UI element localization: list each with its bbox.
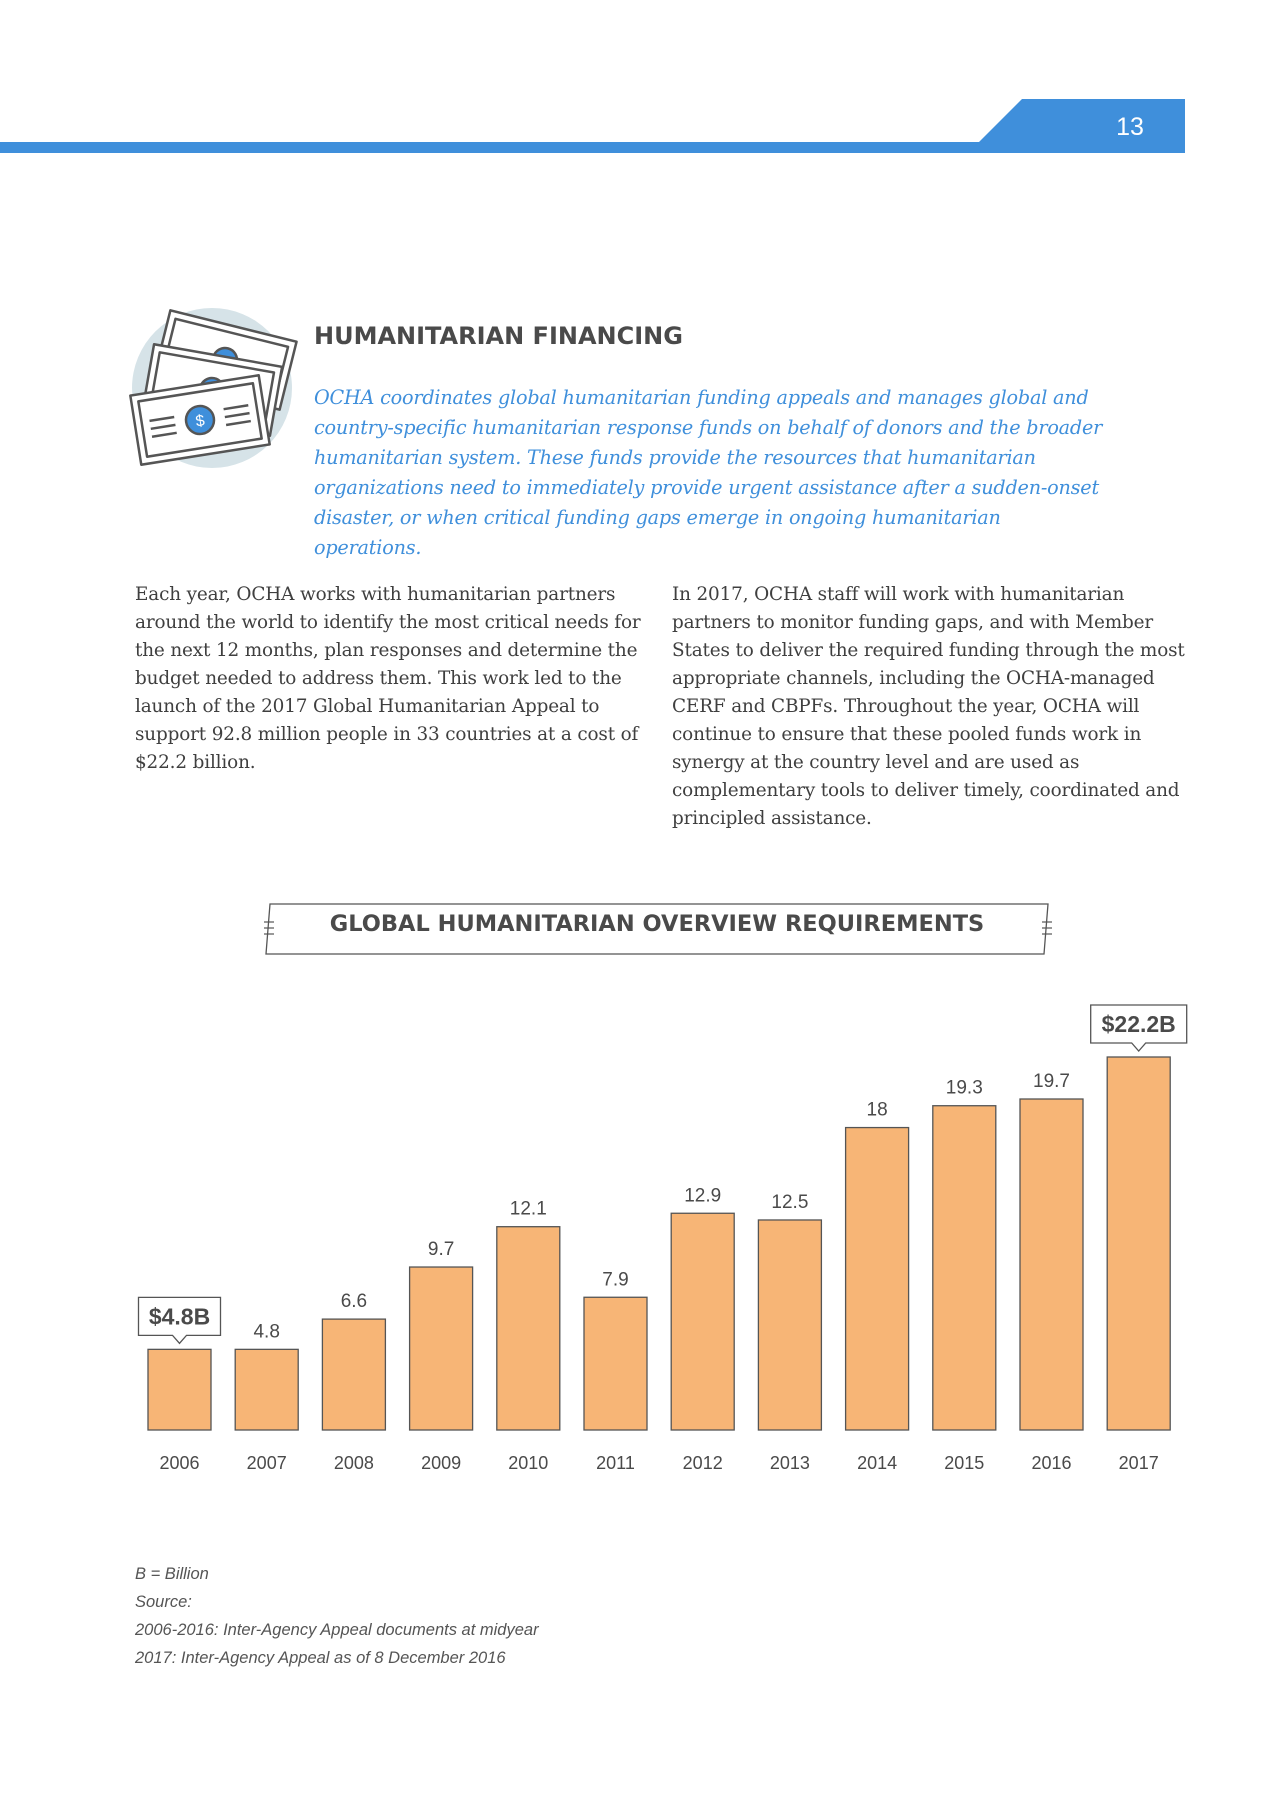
bar-value-label-2011: 7.9: [602, 1269, 628, 1290]
bar-2012: [670, 1212, 735, 1431]
bar-value-label-2015: 19.3: [946, 1078, 983, 1099]
x-tick-label-2008: 2008: [334, 1453, 374, 1473]
x-tick-label-2017: 2017: [1119, 1453, 1159, 1473]
body-column-right: In 2017, OCHA staff will work with human…: [672, 584, 1185, 829]
bar-2015: [932, 1105, 997, 1431]
header-rule: [0, 142, 1185, 153]
bar-value-label-2010: 12.1: [510, 1199, 547, 1220]
bar-2009: [408, 1266, 474, 1431]
bar-value-label-2008: 6.6: [341, 1291, 367, 1312]
x-tick-label-2015: 2015: [944, 1453, 984, 1473]
x-tick-label-2016: 2016: [1031, 1453, 1071, 1473]
note-source: Source:: [135, 1593, 192, 1611]
x-tick-label-2011: 2011: [596, 1453, 635, 1473]
bar-2011: [583, 1296, 648, 1431]
callout-2017: $22.2B: [1090, 1004, 1188, 1052]
bar-2010: [496, 1226, 561, 1431]
note-billion: B = Billion: [135, 1565, 209, 1583]
section-intro: OCHA coordinates global humanitarian fun…: [314, 386, 1103, 559]
x-tick-label-2007: 2007: [247, 1453, 287, 1473]
x-tick-label-2010: 2010: [508, 1453, 548, 1473]
bar-value-label-2016: 19.7: [1033, 1071, 1070, 1092]
bar-2017: [1106, 1056, 1171, 1431]
chart-notes: B = Billion Source: 2006-2016: Inter-Age…: [135, 1560, 835, 1672]
x-tick-label-2012: 2012: [683, 1453, 723, 1473]
bar-value-label-2009: 9.7: [428, 1239, 454, 1260]
body-column-left: Each year, OCHA works with humanitarian …: [135, 584, 641, 773]
bar-value-label-2012: 12.9: [684, 1185, 721, 1206]
bar-2013: [757, 1219, 823, 1431]
bar-2008: [321, 1318, 387, 1431]
bar-value-label-2013: 12.5: [771, 1192, 808, 1213]
money-bills-icon: $: [129, 308, 298, 468]
x-tick-label-2009: 2009: [421, 1453, 461, 1473]
bar-2006: [147, 1348, 212, 1431]
bar-2016: [1019, 1098, 1084, 1431]
svg-text:$: $: [195, 412, 207, 430]
note-source-2017: 2017: Inter-Agency Appeal as of 8 Decemb…: [135, 1649, 506, 1667]
x-tick-label-2014: 2014: [857, 1453, 897, 1473]
note-source-2006-2016: 2006-2016: Inter-Agency Appeal documents…: [135, 1621, 539, 1639]
bar-value-label-2007: 4.8: [253, 1321, 279, 1342]
chart-title-frame: [264, 903, 1052, 955]
x-tick-label-2006: 2006: [159, 1453, 199, 1473]
section-title: HUMANITARIAN FINANCING: [314, 322, 683, 350]
humanitarian-requirements-bar-chart: 2006 4.8 2007 6.6 2008 9.7 2009 12.1 2010 7.9 2011…: [137, 1004, 1188, 1473]
bar-2007: [234, 1348, 299, 1431]
bar-2014: [844, 1126, 910, 1431]
callout-label-2006: $4.8B: [149, 1303, 210, 1329]
callout-2006: $4.8B: [137, 1296, 222, 1345]
page-number: 13: [1116, 113, 1144, 141]
bar-value-label-2014: 18: [867, 1100, 888, 1121]
x-tick-label-2013: 2013: [770, 1453, 810, 1473]
chart-title: GLOBAL HUMANITARIAN OVERVIEW REQUIREMENT…: [329, 911, 985, 937]
callout-label-2017: $22.2B: [1102, 1011, 1176, 1037]
page-number-tab: [968, 99, 1185, 153]
